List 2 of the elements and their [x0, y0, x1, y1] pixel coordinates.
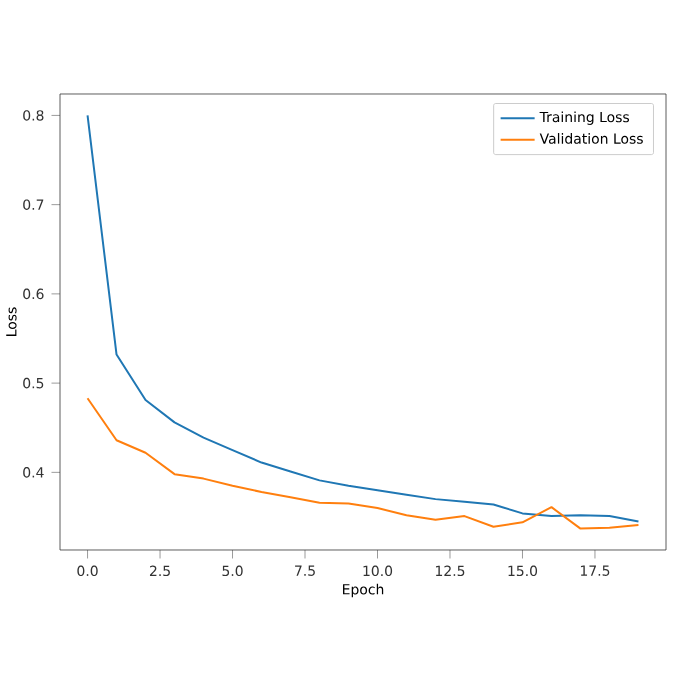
line-series — [86, 397, 640, 530]
line-series — [86, 114, 640, 523]
